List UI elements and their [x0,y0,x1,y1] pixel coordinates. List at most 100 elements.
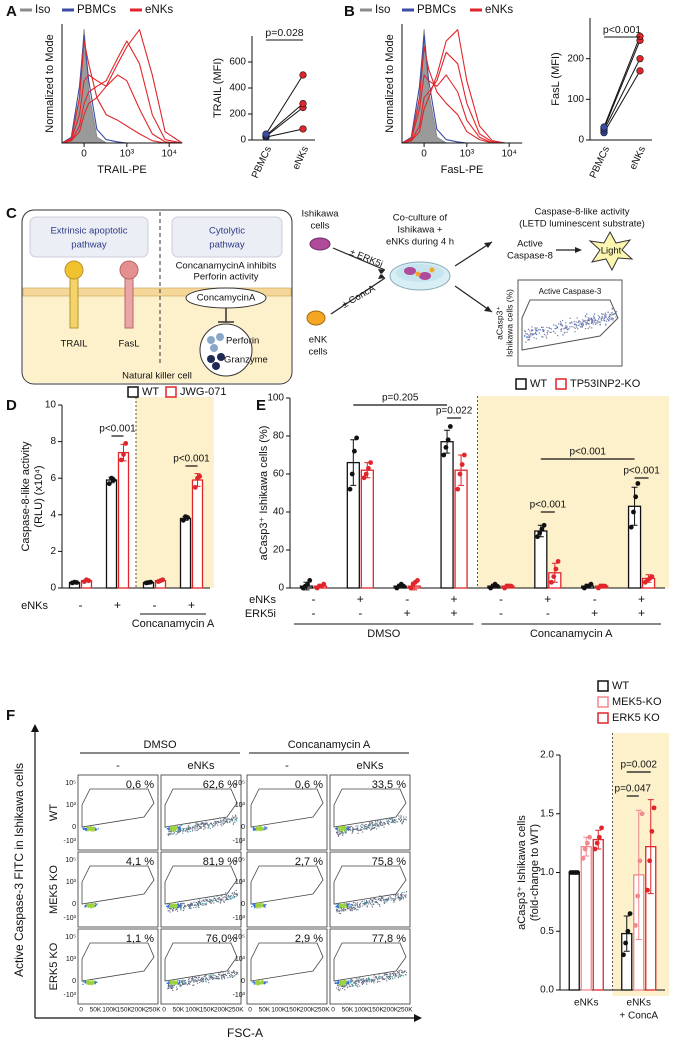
flow-event [233,970,235,972]
flow-event [168,826,170,828]
flow-event [388,822,390,824]
mini-event [588,319,590,321]
flow-event [217,978,219,980]
flow-event [393,894,395,896]
flow-event [210,975,212,977]
mini-event [574,331,576,333]
flow-event [209,901,211,903]
flow-event [369,825,371,827]
mini-event [587,323,589,325]
flow-event [383,978,385,980]
flow-event [178,828,180,830]
mini-event [556,327,559,329]
point [455,486,461,492]
flow-event [192,978,194,980]
flow-event [381,897,383,899]
flow-event [383,822,385,824]
y-tick-label: 10⁵ [65,934,76,941]
flow-event [233,897,235,899]
flow-event [203,822,205,824]
flow-event [195,901,197,903]
flow-event [254,905,256,907]
column-group: Concanamycin A [288,739,371,751]
flow-event [202,822,204,824]
flow-event [225,818,227,820]
flow-event [216,901,218,903]
x-tick-label: 10⁴ [501,149,516,160]
flow-event [381,824,383,826]
mini-event [576,326,578,328]
flow-event [189,906,191,908]
mini-event [580,324,583,326]
flow-event [93,902,95,904]
flow-event [361,829,363,831]
flow-event [216,821,218,823]
flow-event [361,983,363,985]
panel-label: A [6,3,17,20]
flow-event [91,983,93,985]
x-tick-label: 0 [248,1007,252,1014]
mini-event [586,322,588,324]
flow-event [229,821,231,823]
mini-event [585,316,587,318]
flow-event [393,821,395,823]
flow-event [89,980,91,982]
flow-event [367,825,369,827]
y-tick-label: 10⁵ [65,780,76,787]
point [508,583,514,589]
flow-event [186,830,188,832]
flow-event [336,908,338,910]
flow-event [224,817,226,819]
flow-event [178,980,181,982]
flow-event [254,903,256,905]
flow-event [378,978,380,980]
flow-event [402,971,404,973]
mini-event [524,331,526,333]
flow-event [201,904,203,906]
flow-event [233,893,235,895]
flow-event [367,981,369,983]
y-tick-label: 0 [278,583,284,594]
flow-event [345,905,347,907]
flow-event [224,973,226,975]
granule-dot [210,344,218,352]
flow-event [401,970,403,972]
assay-label: Active [517,239,543,250]
flow-event [175,826,177,829]
flow-event [194,828,196,830]
flow-event [343,908,345,910]
flow-event [221,974,223,976]
flow-event [168,986,170,988]
flow-event [223,818,225,820]
mini-event [535,338,537,340]
flow-event [179,831,181,833]
mini-event [598,321,600,323]
flow-event [367,980,369,982]
pair-line [265,107,304,137]
flow-event [254,982,256,984]
flow-event [222,822,224,824]
flow-event [379,822,381,824]
flow-event [190,902,192,904]
flow-event [343,907,345,909]
flow-event [379,895,381,897]
flow-event [351,832,353,834]
flow-event [87,904,89,907]
flow-event [172,828,174,830]
flow-event [347,907,349,909]
mini-event [574,323,576,325]
point [461,452,467,458]
flow-event [171,984,173,986]
flow-event [217,898,219,900]
panel-label: F [6,707,15,724]
flow-event [352,984,354,986]
flow-event [187,828,189,830]
flow-event [375,823,377,825]
flow-event [357,909,359,911]
flow-event [176,828,178,830]
flow-event [345,907,347,909]
flow-event [261,904,263,906]
flow-event [93,981,95,983]
mini-event [528,334,530,336]
